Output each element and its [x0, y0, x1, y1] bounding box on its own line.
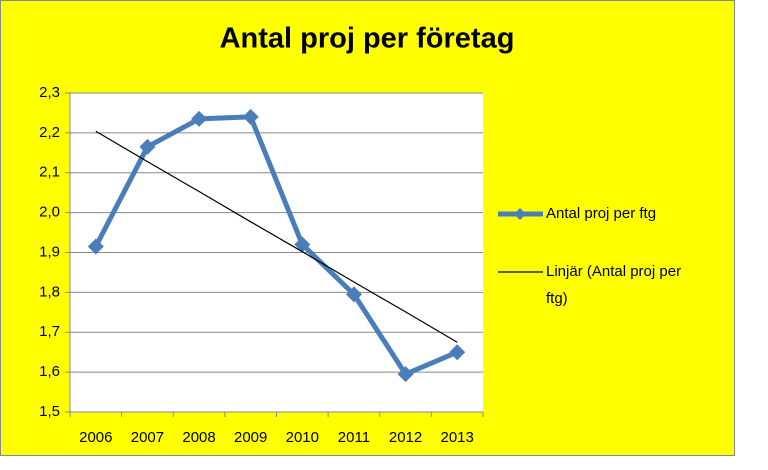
series-line	[93, 114, 459, 377]
marker	[191, 110, 208, 127]
y-tick-label: 2,0	[39, 204, 60, 221]
y-tick-label: 1,7	[39, 323, 60, 340]
y-tick-label: 1,6	[39, 363, 60, 380]
trend-line	[95, 130, 458, 343]
legend-marker	[514, 208, 526, 220]
marker	[449, 344, 466, 361]
x-tick-label: 2010	[286, 429, 319, 446]
marker	[397, 366, 414, 383]
marker	[139, 138, 156, 155]
x-tick-label: 2009	[234, 429, 267, 446]
y-tick-label: 1,9	[39, 243, 60, 260]
y-tick-label: 2,1	[39, 164, 60, 181]
legend-label: Linjär (Antal proj per ftg)	[546, 263, 681, 307]
y-tick-label: 2,2	[39, 124, 60, 141]
x-tick-label: 2008	[182, 429, 215, 446]
x-tick-label: 2013	[441, 429, 474, 446]
x-tick-label: 2012	[389, 429, 422, 446]
y-tick-label: 1,8	[39, 283, 60, 300]
legend-label: Antal proj per ftg	[546, 205, 656, 222]
y-tick-label: 2,3	[39, 84, 60, 101]
marker	[345, 286, 362, 303]
marker	[294, 236, 311, 253]
chart-title: Antal proj per företag	[220, 23, 515, 55]
x-tick-label: 2011	[338, 429, 370, 446]
marker	[242, 108, 259, 125]
marker	[87, 238, 104, 255]
y-tick-label: 1,5	[39, 403, 60, 420]
x-tick-label: 2006	[79, 429, 112, 446]
x-tick-label: 2007	[131, 429, 164, 446]
